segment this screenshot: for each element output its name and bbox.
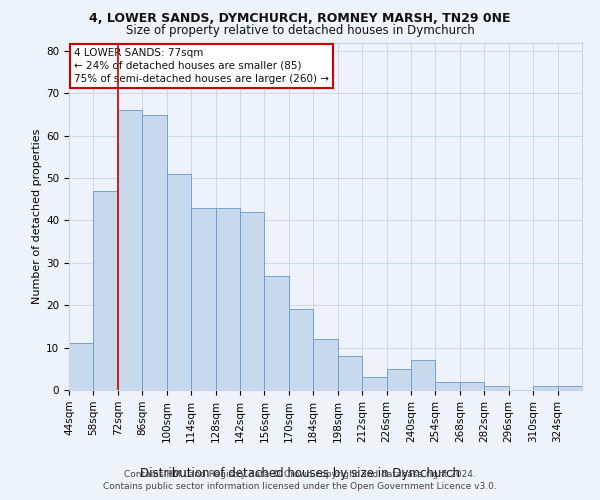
Bar [338,356,362,390]
Bar [436,382,460,390]
Bar [460,382,484,390]
Bar [533,386,557,390]
Bar [167,174,191,390]
Bar [313,339,338,390]
Bar [362,378,386,390]
Bar [411,360,436,390]
Text: Size of property relative to detached houses in Dymchurch: Size of property relative to detached ho… [125,24,475,37]
Bar [215,208,240,390]
Bar [386,369,411,390]
Bar [94,191,118,390]
Bar [191,208,215,390]
Bar [484,386,509,390]
Bar [142,114,167,390]
Bar [265,276,289,390]
Bar [118,110,142,390]
Text: 4 LOWER SANDS: 77sqm
← 24% of detached houses are smaller (85)
75% of semi-detac: 4 LOWER SANDS: 77sqm ← 24% of detached h… [74,48,329,84]
Bar [69,344,94,390]
Text: Distribution of detached houses by size in Dymchurch: Distribution of detached houses by size … [140,468,460,480]
Bar [240,212,265,390]
Text: Contains HM Land Registry data © Crown copyright and database right 2024.
Contai: Contains HM Land Registry data © Crown c… [103,470,497,491]
Bar [557,386,582,390]
Text: 4, LOWER SANDS, DYMCHURCH, ROMNEY MARSH, TN29 0NE: 4, LOWER SANDS, DYMCHURCH, ROMNEY MARSH,… [89,12,511,26]
Bar [289,310,313,390]
Y-axis label: Number of detached properties: Number of detached properties [32,128,42,304]
